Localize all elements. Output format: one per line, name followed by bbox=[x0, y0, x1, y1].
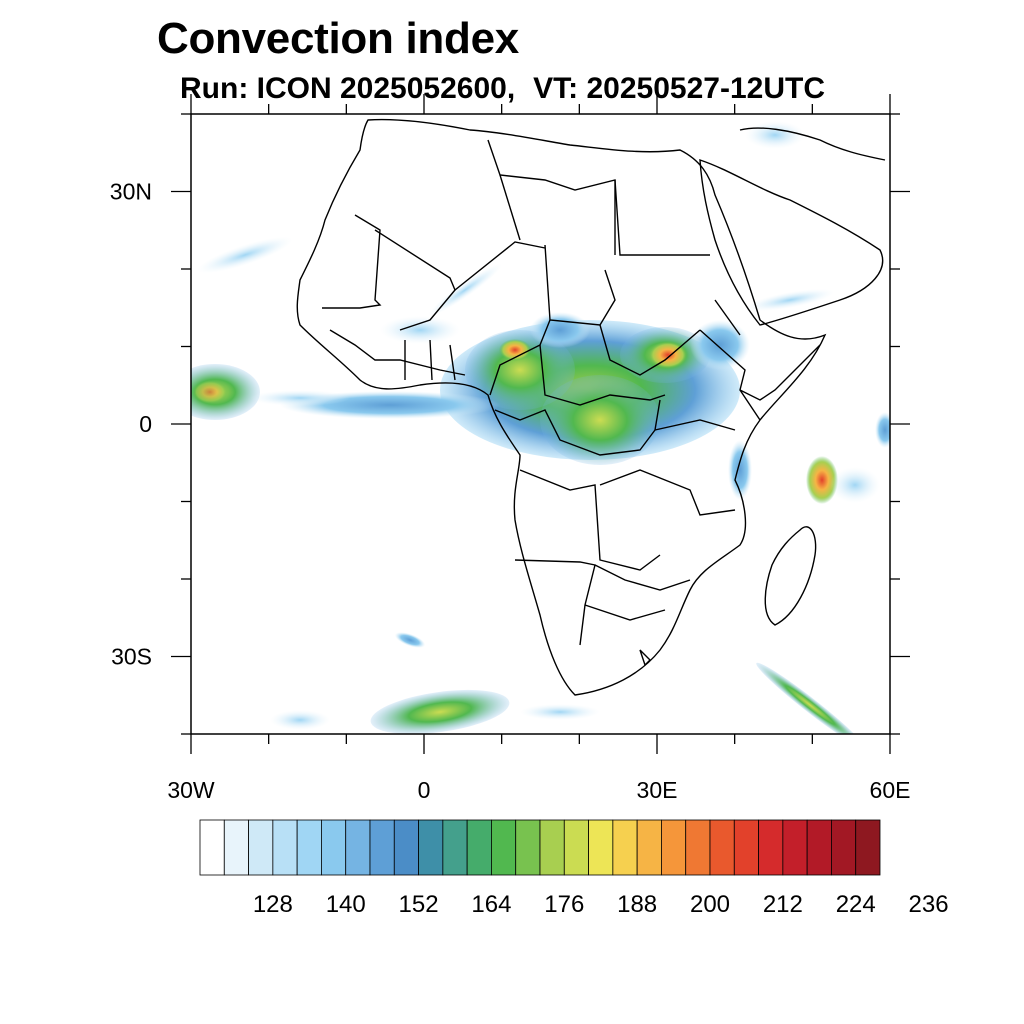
colorbar-label: 176 bbox=[544, 891, 584, 918]
x-tick-label: 0 bbox=[418, 777, 431, 803]
colorbar-swatch bbox=[831, 819, 857, 876]
colorbar-swatch bbox=[248, 819, 274, 876]
colorbar-swatch bbox=[515, 819, 541, 876]
africa-coastline bbox=[296, 118, 827, 696]
y-tick-label: 30S bbox=[111, 644, 152, 670]
colorbar-swatch bbox=[418, 819, 444, 876]
colorbar-swatch bbox=[296, 819, 322, 876]
colorbar-swatch bbox=[709, 819, 735, 876]
colorbar-swatch bbox=[539, 819, 565, 876]
colorbar-swatch bbox=[393, 819, 419, 876]
convection-indian-ocean bbox=[806, 456, 838, 504]
colorbar-swatch bbox=[612, 819, 638, 876]
convection-field bbox=[191, 121, 890, 734]
valid-time-label: VT: 20250527-12UTC bbox=[533, 72, 825, 105]
colorbar-label: 188 bbox=[617, 891, 657, 918]
colorbar-swatch bbox=[563, 819, 589, 876]
colorbar-label: 224 bbox=[836, 891, 876, 918]
colorbar-swatch bbox=[782, 819, 808, 876]
x-tick-label: 30E bbox=[637, 777, 678, 803]
axis-tick-labels: 30W 0 30E 60E 30N 0 30S bbox=[110, 179, 911, 804]
convection-south-indian-band bbox=[756, 662, 864, 734]
colorbar-swatch bbox=[199, 819, 225, 876]
colorbar-swatch bbox=[466, 819, 492, 876]
run-label: Run: ICON 2025052600, bbox=[180, 72, 516, 105]
colorbar-label: 164 bbox=[471, 891, 511, 918]
colorbar-label: 140 bbox=[326, 891, 366, 918]
x-tick-label: 30W bbox=[167, 777, 215, 803]
x-tick-label: 60E bbox=[870, 777, 911, 803]
axis-ticks bbox=[171, 94, 910, 754]
y-tick-label: 30N bbox=[110, 179, 152, 205]
convection-south-atlantic bbox=[370, 689, 510, 734]
madagascar bbox=[764, 526, 817, 626]
colorbar: 128 140 152 164 176 188 200 212 224 236 bbox=[199, 819, 949, 918]
colorbar-swatch bbox=[806, 819, 832, 876]
colorbar-label: 236 bbox=[909, 891, 949, 918]
chart-subtitle: Run: ICON 2025052600, VT: 20250527-12UTC bbox=[180, 72, 825, 106]
colorbar-swatch bbox=[442, 819, 468, 876]
chart-title: Convection index bbox=[157, 14, 519, 63]
colorbar-swatch bbox=[855, 819, 881, 876]
colorbar-swatch bbox=[321, 819, 347, 876]
colorbar-label: 128 bbox=[253, 891, 293, 918]
colorbar-swatch bbox=[758, 819, 784, 876]
colorbar-label: 200 bbox=[690, 891, 730, 918]
colorbar-swatch bbox=[491, 819, 517, 876]
colorbar-swatch bbox=[272, 819, 298, 876]
arabian-peninsula bbox=[699, 159, 884, 326]
colorbar-label: 152 bbox=[399, 891, 439, 918]
colorbar-swatch bbox=[636, 819, 662, 876]
coastlines-borders bbox=[296, 118, 886, 696]
colorbar-swatch bbox=[345, 819, 371, 876]
colorbar-swatch bbox=[223, 819, 249, 876]
colorbar-swatch bbox=[661, 819, 687, 876]
y-tick-label: 0 bbox=[139, 411, 152, 437]
colorbar-label: 212 bbox=[763, 891, 803, 918]
colorbar-swatch bbox=[588, 819, 614, 876]
colorbar-swatch bbox=[369, 819, 395, 876]
colorbar-swatch bbox=[685, 819, 711, 876]
colorbar-swatch bbox=[733, 819, 759, 876]
